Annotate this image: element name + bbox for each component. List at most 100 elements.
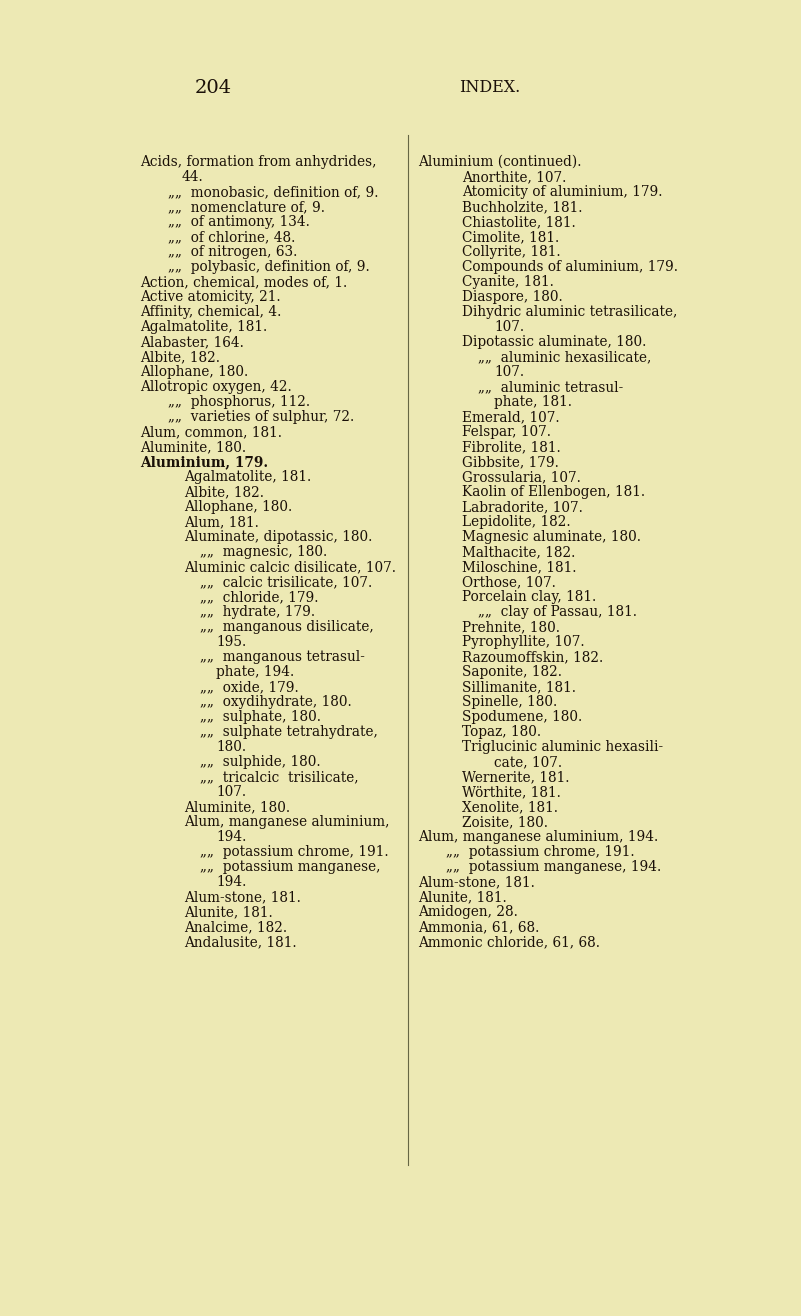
- Text: Lepidolite, 182.: Lepidolite, 182.: [462, 515, 570, 529]
- Text: Dipotassic aluminate, 180.: Dipotassic aluminate, 180.: [462, 336, 646, 349]
- Text: Gibbsite, 179.: Gibbsite, 179.: [462, 455, 559, 468]
- Text: Alum, common, 181.: Alum, common, 181.: [140, 425, 282, 440]
- Text: cate, 107.: cate, 107.: [494, 755, 562, 769]
- Text: Allophane, 180.: Allophane, 180.: [184, 500, 292, 515]
- Text: „„  calcic trisilicate, 107.: „„ calcic trisilicate, 107.: [200, 575, 372, 590]
- Text: Miloschine, 181.: Miloschine, 181.: [462, 561, 577, 574]
- Text: Allophane, 180.: Allophane, 180.: [140, 365, 248, 379]
- Text: INDEX.: INDEX.: [460, 79, 521, 96]
- Text: Triglucinic aluminic hexasili-: Triglucinic aluminic hexasili-: [462, 740, 663, 754]
- Text: „„  polybasic, definition of, 9.: „„ polybasic, definition of, 9.: [168, 261, 370, 274]
- Text: 194.: 194.: [216, 830, 247, 844]
- Text: Analcime, 182.: Analcime, 182.: [184, 920, 287, 934]
- Text: Wernerite, 181.: Wernerite, 181.: [462, 770, 570, 784]
- Text: „„  chloride, 179.: „„ chloride, 179.: [200, 590, 319, 604]
- Text: Kaolin of Ellenbogen, 181.: Kaolin of Ellenbogen, 181.: [462, 486, 645, 499]
- Text: phate, 194.: phate, 194.: [216, 665, 294, 679]
- Text: Zoisite, 180.: Zoisite, 180.: [462, 815, 548, 829]
- Text: Razoumoffskin, 182.: Razoumoffskin, 182.: [462, 650, 603, 665]
- Text: Ammonia, 61, 68.: Ammonia, 61, 68.: [418, 920, 539, 934]
- Text: „„  nomenclature of, 9.: „„ nomenclature of, 9.: [168, 200, 325, 215]
- Text: Action, chemical, modes of, 1.: Action, chemical, modes of, 1.: [140, 275, 348, 290]
- Text: „„  aluminic tetrasul-: „„ aluminic tetrasul-: [478, 380, 623, 393]
- Text: 107.: 107.: [216, 786, 246, 799]
- Text: „„  of nitrogen, 63.: „„ of nitrogen, 63.: [168, 245, 297, 259]
- Text: Labradorite, 107.: Labradorite, 107.: [462, 500, 583, 515]
- Text: Pyrophyllite, 107.: Pyrophyllite, 107.: [462, 636, 585, 649]
- Text: 194.: 194.: [216, 875, 247, 890]
- Text: Active atomicity, 21.: Active atomicity, 21.: [140, 290, 280, 304]
- Text: Alunite, 181.: Alunite, 181.: [418, 890, 507, 904]
- Text: 195.: 195.: [216, 636, 246, 649]
- Text: Alabaster, 164.: Alabaster, 164.: [140, 336, 244, 349]
- Text: 44.: 44.: [182, 170, 203, 184]
- Text: Spinelle, 180.: Spinelle, 180.: [462, 695, 557, 709]
- Text: 204: 204: [195, 79, 232, 97]
- Text: Magnesic aluminate, 180.: Magnesic aluminate, 180.: [462, 530, 641, 544]
- Text: Agalmatolite, 181.: Agalmatolite, 181.: [184, 470, 312, 484]
- Text: Topaz, 180.: Topaz, 180.: [462, 725, 541, 740]
- Text: Sillimanite, 181.: Sillimanite, 181.: [462, 680, 576, 694]
- Text: „„  hydrate, 179.: „„ hydrate, 179.: [200, 605, 315, 619]
- Text: Alunite, 181.: Alunite, 181.: [184, 905, 273, 919]
- Text: Chiastolite, 181.: Chiastolite, 181.: [462, 215, 576, 229]
- Text: Malthacite, 182.: Malthacite, 182.: [462, 545, 575, 559]
- Text: phate, 181.: phate, 181.: [494, 395, 572, 409]
- Text: Porcelain clay, 181.: Porcelain clay, 181.: [462, 590, 596, 604]
- Text: Fibrolite, 181.: Fibrolite, 181.: [462, 440, 561, 454]
- Text: „„  potassium chrome, 191.: „„ potassium chrome, 191.: [446, 845, 634, 859]
- Text: Grossularia, 107.: Grossularia, 107.: [462, 470, 581, 484]
- Text: Alum, manganese aluminium, 194.: Alum, manganese aluminium, 194.: [418, 830, 658, 844]
- Text: „„  potassium manganese,: „„ potassium manganese,: [200, 859, 380, 874]
- Text: Prehnite, 180.: Prehnite, 180.: [462, 620, 560, 634]
- Text: 180.: 180.: [216, 740, 246, 754]
- Text: Felspar, 107.: Felspar, 107.: [462, 425, 551, 440]
- Text: „„  oxydihydrate, 180.: „„ oxydihydrate, 180.: [200, 695, 352, 709]
- Text: „„  clay of Passau, 181.: „„ clay of Passau, 181.: [478, 605, 637, 619]
- Text: „„  oxide, 179.: „„ oxide, 179.: [200, 680, 299, 694]
- Text: Albite, 182.: Albite, 182.: [140, 350, 220, 365]
- Text: Anorthite, 107.: Anorthite, 107.: [462, 170, 566, 184]
- Text: Buchholzite, 181.: Buchholzite, 181.: [462, 200, 582, 215]
- Text: „„  manganous disilicate,: „„ manganous disilicate,: [200, 620, 374, 634]
- Text: Saponite, 182.: Saponite, 182.: [462, 665, 562, 679]
- Text: Collyrite, 181.: Collyrite, 181.: [462, 245, 561, 259]
- Text: Alum-stone, 181.: Alum-stone, 181.: [418, 875, 535, 890]
- Text: „„  sulphate, 180.: „„ sulphate, 180.: [200, 711, 321, 724]
- Text: „„  sulphate tetrahydrate,: „„ sulphate tetrahydrate,: [200, 725, 378, 740]
- Text: Emerald, 107.: Emerald, 107.: [462, 411, 560, 424]
- Text: Albite, 182.: Albite, 182.: [184, 486, 264, 499]
- Text: Compounds of aluminium, 179.: Compounds of aluminium, 179.: [462, 261, 678, 274]
- Text: Spodumene, 180.: Spodumene, 180.: [462, 711, 582, 724]
- Text: Aluminic calcic disilicate, 107.: Aluminic calcic disilicate, 107.: [184, 561, 396, 574]
- Text: Aluminium, 179.: Aluminium, 179.: [140, 455, 268, 468]
- Text: „„  potassium chrome, 191.: „„ potassium chrome, 191.: [200, 845, 388, 859]
- Text: „„  potassium manganese, 194.: „„ potassium manganese, 194.: [446, 859, 662, 874]
- Text: Alum, 181.: Alum, 181.: [184, 515, 259, 529]
- Text: Affinity, chemical, 4.: Affinity, chemical, 4.: [140, 305, 281, 318]
- Text: „„  manganous tetrasul-: „„ manganous tetrasul-: [200, 650, 365, 665]
- Text: „„  varieties of sulphur, 72.: „„ varieties of sulphur, 72.: [168, 411, 354, 424]
- Text: 107.: 107.: [494, 320, 524, 334]
- Text: Orthose, 107.: Orthose, 107.: [462, 575, 556, 590]
- Text: Alum, manganese aluminium,: Alum, manganese aluminium,: [184, 815, 389, 829]
- Text: 107.: 107.: [494, 365, 524, 379]
- Text: „„  phosphorus, 112.: „„ phosphorus, 112.: [168, 395, 310, 409]
- Text: Cimolite, 181.: Cimolite, 181.: [462, 230, 559, 243]
- Text: Wörthite, 181.: Wörthite, 181.: [462, 786, 561, 799]
- Text: Allotropic oxygen, 42.: Allotropic oxygen, 42.: [140, 380, 292, 393]
- Text: Ammonic chloride, 61, 68.: Ammonic chloride, 61, 68.: [418, 934, 600, 949]
- Text: Agalmatolite, 181.: Agalmatolite, 181.: [140, 320, 268, 334]
- Text: Cyanite, 181.: Cyanite, 181.: [462, 275, 553, 290]
- Text: Aluminate, dipotassic, 180.: Aluminate, dipotassic, 180.: [184, 530, 372, 544]
- Text: Aluminite, 180.: Aluminite, 180.: [140, 440, 246, 454]
- Text: „„  aluminic hexasilicate,: „„ aluminic hexasilicate,: [478, 350, 651, 365]
- Text: Aluminium (continued).: Aluminium (continued).: [418, 155, 582, 168]
- Text: „„  tricalcic  trisilicate,: „„ tricalcic trisilicate,: [200, 770, 359, 784]
- Text: Acids, formation from anhydrides,: Acids, formation from anhydrides,: [140, 155, 376, 168]
- Text: Aluminite, 180.: Aluminite, 180.: [184, 800, 290, 815]
- Text: Amidogen, 28.: Amidogen, 28.: [418, 905, 518, 919]
- Text: Atomicity of aluminium, 179.: Atomicity of aluminium, 179.: [462, 186, 662, 199]
- Text: „„  of antimony, 134.: „„ of antimony, 134.: [168, 215, 310, 229]
- Text: Diaspore, 180.: Diaspore, 180.: [462, 290, 563, 304]
